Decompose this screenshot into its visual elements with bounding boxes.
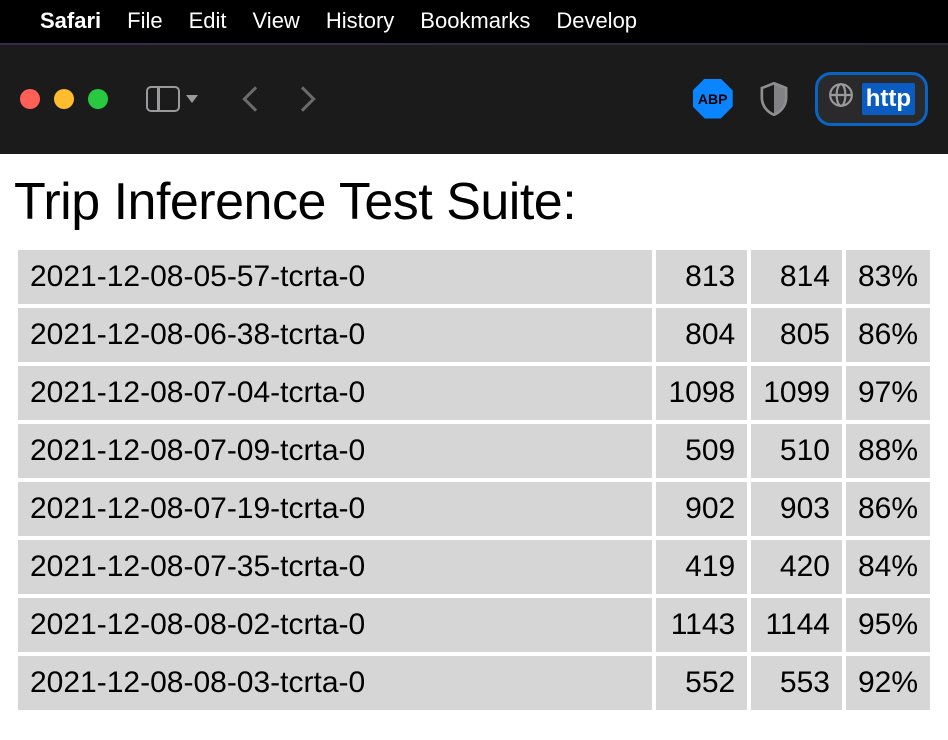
adblock-extension-icon[interactable]: ABP — [693, 79, 733, 119]
table-row: 2021-12-08-07-19-tcrta-090290386% — [18, 482, 930, 536]
row-percent: 95% — [846, 598, 930, 652]
row-value-b: 805 — [751, 308, 842, 362]
row-value-a: 1098 — [656, 366, 747, 420]
row-name: 2021-12-08-07-35-tcrta-0 — [18, 540, 652, 594]
row-name: 2021-12-08-07-09-tcrta-0 — [18, 424, 652, 478]
chevron-down-icon — [186, 95, 198, 103]
privacy-shield-icon[interactable] — [759, 82, 789, 116]
sidebar-icon — [146, 86, 180, 112]
menubar-item-file[interactable]: File — [127, 8, 162, 34]
window-traffic-lights — [20, 89, 108, 109]
row-value-a: 509 — [656, 424, 747, 478]
menubar-item-view[interactable]: View — [253, 8, 300, 34]
menubar-item-develop[interactable]: Develop — [556, 8, 637, 34]
menubar-app-name[interactable]: Safari — [40, 8, 101, 34]
window-top-strip — [0, 43, 948, 45]
row-name: 2021-12-08-05-57-tcrta-0 — [18, 250, 652, 304]
row-value-a: 419 — [656, 540, 747, 594]
row-name: 2021-12-08-07-04-tcrta-0 — [18, 366, 652, 420]
row-value-a: 804 — [656, 308, 747, 362]
back-button[interactable] — [242, 86, 267, 111]
row-value-a: 813 — [656, 250, 747, 304]
row-percent: 92% — [846, 656, 930, 710]
row-value-b: 1099 — [751, 366, 842, 420]
row-name: 2021-12-08-08-03-tcrta-0 — [18, 656, 652, 710]
row-value-a: 902 — [656, 482, 747, 536]
row-percent: 86% — [846, 308, 930, 362]
menubar-item-edit[interactable]: Edit — [189, 8, 227, 34]
globe-icon — [828, 82, 854, 115]
nav-arrows — [246, 90, 312, 108]
safari-toolbar: ABP http — [0, 42, 948, 154]
window-close-button[interactable] — [20, 89, 40, 109]
row-value-b: 510 — [751, 424, 842, 478]
table-row: 2021-12-08-06-38-tcrta-080480586% — [18, 308, 930, 362]
table-row: 2021-12-08-07-35-tcrta-041942084% — [18, 540, 930, 594]
table-row: 2021-12-08-08-03-tcrta-055255392% — [18, 656, 930, 710]
sidebar-toggle-button[interactable] — [146, 86, 198, 112]
page-content: Trip Inference Test Suite: 2021-12-08-05… — [0, 154, 948, 714]
adblock-label: ABP — [698, 91, 728, 107]
table-row: 2021-12-08-05-57-tcrta-081381483% — [18, 250, 930, 304]
results-table: 2021-12-08-05-57-tcrta-081381483%2021-12… — [14, 246, 934, 714]
macos-menubar: Safari File Edit View History Bookmarks … — [0, 0, 948, 42]
table-row: 2021-12-08-08-02-tcrta-01143114495% — [18, 598, 930, 652]
row-value-a: 1143 — [656, 598, 747, 652]
address-bar-text: http — [862, 83, 915, 115]
row-percent: 83% — [846, 250, 930, 304]
window-zoom-button[interactable] — [88, 89, 108, 109]
row-percent: 88% — [846, 424, 930, 478]
row-name: 2021-12-08-06-38-tcrta-0 — [18, 308, 652, 362]
row-name: 2021-12-08-07-19-tcrta-0 — [18, 482, 652, 536]
row-percent: 86% — [846, 482, 930, 536]
menubar-item-history[interactable]: History — [326, 8, 394, 34]
row-value-b: 420 — [751, 540, 842, 594]
row-value-b: 814 — [751, 250, 842, 304]
table-row: 2021-12-08-07-09-tcrta-050951088% — [18, 424, 930, 478]
page-title: Trip Inference Test Suite: — [14, 172, 934, 232]
row-name: 2021-12-08-08-02-tcrta-0 — [18, 598, 652, 652]
row-value-b: 553 — [751, 656, 842, 710]
address-bar[interactable]: http — [815, 72, 928, 126]
window-minimize-button[interactable] — [54, 89, 74, 109]
row-value-b: 1144 — [751, 598, 842, 652]
menubar-item-bookmarks[interactable]: Bookmarks — [420, 8, 530, 34]
row-value-b: 903 — [751, 482, 842, 536]
table-row: 2021-12-08-07-04-tcrta-01098109997% — [18, 366, 930, 420]
forward-button[interactable] — [290, 86, 315, 111]
row-percent: 97% — [846, 366, 930, 420]
row-percent: 84% — [846, 540, 930, 594]
results-tbody: 2021-12-08-05-57-tcrta-081381483%2021-12… — [18, 250, 930, 710]
row-value-a: 552 — [656, 656, 747, 710]
